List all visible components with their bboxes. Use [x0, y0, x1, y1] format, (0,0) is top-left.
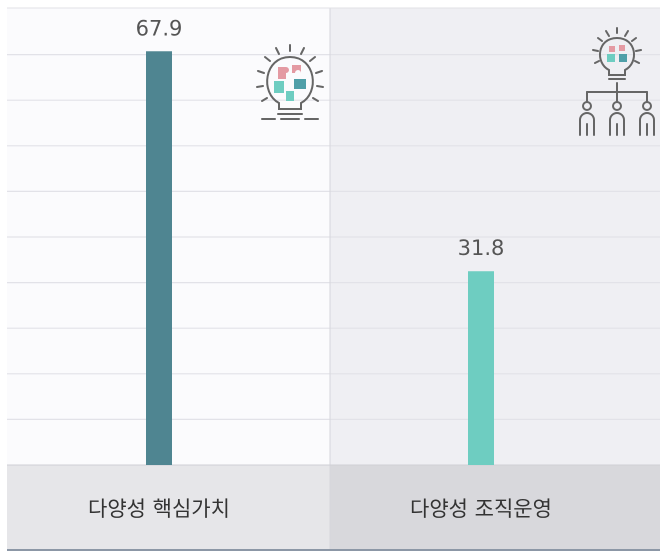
bar-diversity-org-operation — [468, 271, 494, 465]
category-label-diversity-core-values: 다양성 핵심가치 — [88, 497, 230, 521]
lightbulb-puzzle-icon — [256, 44, 324, 120]
category-band-left — [7, 465, 330, 550]
lightbulb-people-icon — [579, 27, 655, 136]
category-band-right — [330, 465, 660, 550]
bar-diversity-core-values — [146, 51, 172, 465]
value-label-diversity-org-operation: 31.8 — [458, 236, 505, 260]
category-label-diversity-org-operation: 다양성 조직운영 — [410, 497, 552, 521]
gridlines — [7, 53, 660, 420]
value-label-diversity-core-values: 67.9 — [136, 16, 183, 40]
